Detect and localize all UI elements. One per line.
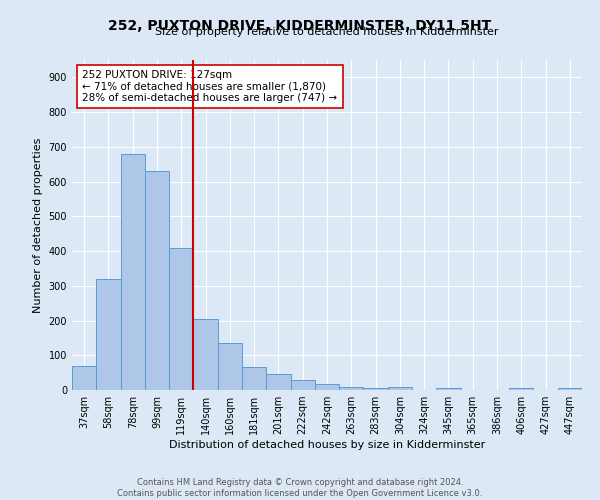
- Bar: [436, 388, 461, 390]
- Bar: [290, 380, 315, 390]
- Text: 252, PUXTON DRIVE, KIDDERMINSTER, DY11 5HT: 252, PUXTON DRIVE, KIDDERMINSTER, DY11 5…: [109, 18, 491, 32]
- Bar: [96, 279, 121, 390]
- Bar: [509, 388, 533, 390]
- Bar: [218, 343, 242, 390]
- Bar: [242, 368, 266, 390]
- X-axis label: Distribution of detached houses by size in Kidderminster: Distribution of detached houses by size …: [169, 440, 485, 450]
- Bar: [169, 248, 193, 390]
- Y-axis label: Number of detached properties: Number of detached properties: [33, 138, 43, 312]
- Bar: [193, 319, 218, 390]
- Bar: [145, 171, 169, 390]
- Bar: [558, 388, 582, 390]
- Text: 252 PUXTON DRIVE: 127sqm
← 71% of detached houses are smaller (1,870)
28% of sem: 252 PUXTON DRIVE: 127sqm ← 71% of detach…: [82, 70, 337, 103]
- Title: Size of property relative to detached houses in Kidderminster: Size of property relative to detached ho…: [155, 27, 499, 37]
- Bar: [315, 384, 339, 390]
- Text: Contains HM Land Registry data © Crown copyright and database right 2024.
Contai: Contains HM Land Registry data © Crown c…: [118, 478, 482, 498]
- Bar: [266, 374, 290, 390]
- Bar: [388, 387, 412, 390]
- Bar: [364, 388, 388, 390]
- Bar: [72, 366, 96, 390]
- Bar: [121, 154, 145, 390]
- Bar: [339, 386, 364, 390]
